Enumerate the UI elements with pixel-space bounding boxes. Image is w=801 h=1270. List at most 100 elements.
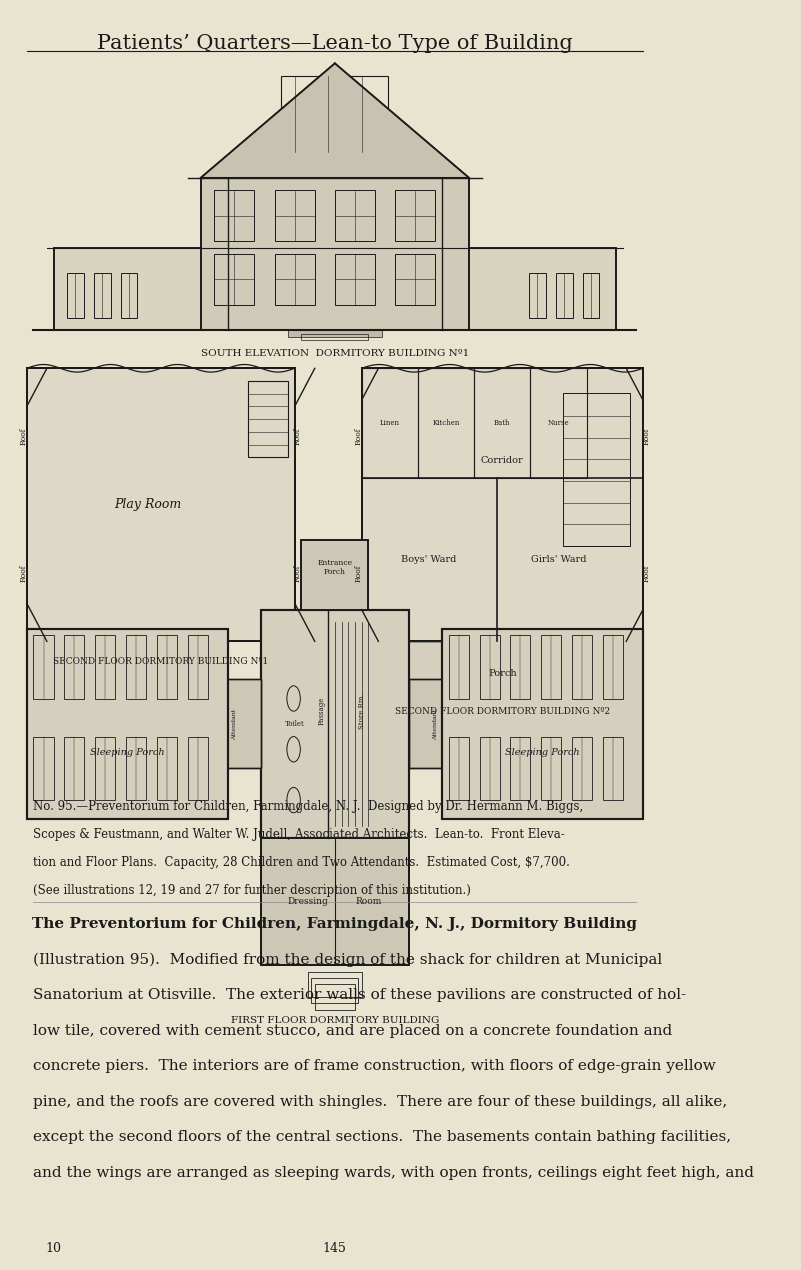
Bar (510, 737, 530, 800)
Text: Toilet: Toilet (285, 720, 304, 728)
Bar (26, 368, 295, 641)
Bar (121, 273, 137, 318)
Text: except the second floors of the central sections.  The basements contain bathing: except the second floors of the central … (34, 1130, 731, 1144)
Text: Passage: Passage (317, 697, 325, 725)
Bar (187, 635, 207, 698)
Text: FIRST FLOOR DORMITORY BUILDING: FIRST FLOOR DORMITORY BUILDING (231, 1016, 439, 1025)
Text: Roof: Roof (354, 428, 362, 446)
Bar (248, 381, 288, 457)
Bar (312, 978, 358, 1003)
Text: Scopes & Feustmann, and Walter W. Judell, Associated Architects.  Lean-to.  Fron: Scopes & Feustmann, and Walter W. Judell… (34, 828, 566, 841)
Text: Roof: Roof (642, 564, 650, 582)
Text: 10: 10 (46, 1242, 62, 1255)
Bar (34, 635, 54, 698)
Bar (95, 737, 115, 800)
Bar (480, 635, 500, 698)
Bar (335, 254, 375, 305)
Bar (26, 368, 295, 641)
Text: SECOND FLOOR DORMITORY BUILDING Nº2: SECOND FLOOR DORMITORY BUILDING Nº2 (395, 707, 610, 716)
Polygon shape (201, 64, 469, 178)
Bar (64, 737, 84, 800)
Bar (54, 248, 616, 330)
Text: Roof: Roof (294, 564, 302, 582)
Bar (201, 178, 469, 330)
Text: Patients’ Quarters—Lean-to Type of Building: Patients’ Quarters—Lean-to Type of Build… (97, 34, 573, 53)
Text: Sleeping Porch: Sleeping Porch (90, 748, 164, 757)
Text: (See illustrations 12, 19 and 27 for further description of this institution.): (See illustrations 12, 19 and 27 for fur… (34, 884, 471, 897)
Bar (418, 368, 474, 478)
Bar (572, 737, 592, 800)
Bar (315, 984, 355, 1010)
Bar (395, 254, 435, 305)
Text: tion and Floor Plans.  Capacity, 28 Children and Two Attendants.  Estimated Cost: tion and Floor Plans. Capacity, 28 Child… (34, 856, 570, 869)
Text: SECOND FLOOR DORMITORY BUILDING Nº1: SECOND FLOOR DORMITORY BUILDING Nº1 (53, 657, 268, 665)
Bar (275, 254, 315, 305)
Bar (261, 838, 409, 965)
Bar (541, 737, 562, 800)
Text: Bath: Bath (494, 419, 510, 427)
Text: Sanatorium at Otisville.  The exterior walls of these pavilions are constructed : Sanatorium at Otisville. The exterior wa… (34, 988, 686, 1002)
Bar (335, 190, 375, 241)
Text: Room: Room (355, 897, 381, 907)
Bar (409, 679, 462, 768)
Bar (449, 635, 469, 698)
Bar (556, 273, 573, 318)
Bar (207, 679, 261, 768)
Bar (409, 679, 462, 768)
Text: Linen: Linen (380, 419, 400, 427)
Bar (442, 629, 643, 819)
Text: pine, and the roofs are covered with shingles.  There are four of these building: pine, and the roofs are covered with shi… (34, 1095, 728, 1109)
Bar (603, 635, 623, 698)
Bar (301, 540, 368, 610)
Bar (64, 635, 84, 698)
Bar (261, 610, 409, 838)
Bar (362, 368, 418, 478)
Text: Roof: Roof (19, 428, 27, 446)
Text: Entrance
Porch: Entrance Porch (317, 559, 352, 577)
Text: Sleeping Porch: Sleeping Porch (505, 748, 580, 757)
Bar (510, 635, 530, 698)
Text: 145: 145 (323, 1242, 347, 1255)
Text: Corridor: Corridor (481, 456, 524, 465)
Bar (582, 273, 599, 318)
Text: Boys' Ward: Boys' Ward (401, 555, 457, 564)
Bar (157, 737, 177, 800)
Bar (480, 737, 500, 800)
Bar (529, 273, 545, 318)
Bar (301, 334, 368, 340)
Bar (201, 178, 469, 330)
Bar (603, 737, 623, 800)
Bar (449, 737, 469, 800)
Text: Roof: Roof (19, 564, 27, 582)
Bar (362, 368, 643, 641)
Text: Roof: Roof (294, 428, 302, 446)
Text: Roof: Roof (642, 428, 650, 446)
Bar (261, 610, 409, 838)
Text: Attendant: Attendant (433, 709, 438, 739)
Text: (Illustration 95).  Modified from the design of the shack for children at Munici: (Illustration 95). Modified from the des… (34, 952, 662, 966)
Bar (288, 330, 382, 337)
Bar (308, 972, 362, 997)
Bar (34, 737, 54, 800)
Bar (54, 248, 616, 330)
Bar (395, 190, 435, 241)
Text: Store Rm.: Store Rm. (358, 693, 366, 729)
Text: and the wings are arranged as sleeping wards, with open fronts, ceilings eight f: and the wings are arranged as sleeping w… (34, 1166, 755, 1180)
Text: Porch: Porch (488, 668, 517, 678)
Text: Dressing: Dressing (288, 897, 328, 907)
Bar (215, 254, 255, 305)
Bar (126, 737, 146, 800)
Text: Kitchen: Kitchen (433, 419, 460, 427)
Text: Attendant: Attendant (232, 709, 237, 739)
Bar (187, 737, 207, 800)
Bar (126, 635, 146, 698)
Bar (95, 635, 115, 698)
Bar (562, 394, 630, 546)
Bar (572, 635, 592, 698)
Bar (215, 190, 255, 241)
Text: SOUTH ELEVATION  DORMITORY BUILDING Nº1: SOUTH ELEVATION DORMITORY BUILDING Nº1 (201, 349, 469, 358)
Bar (207, 679, 261, 768)
Text: The Preventorium for Children, Farmingdale, N. J., Dormitory Building: The Preventorium for Children, Farmingda… (32, 917, 638, 931)
Bar (261, 838, 409, 965)
Text: Nurse: Nurse (548, 419, 570, 427)
